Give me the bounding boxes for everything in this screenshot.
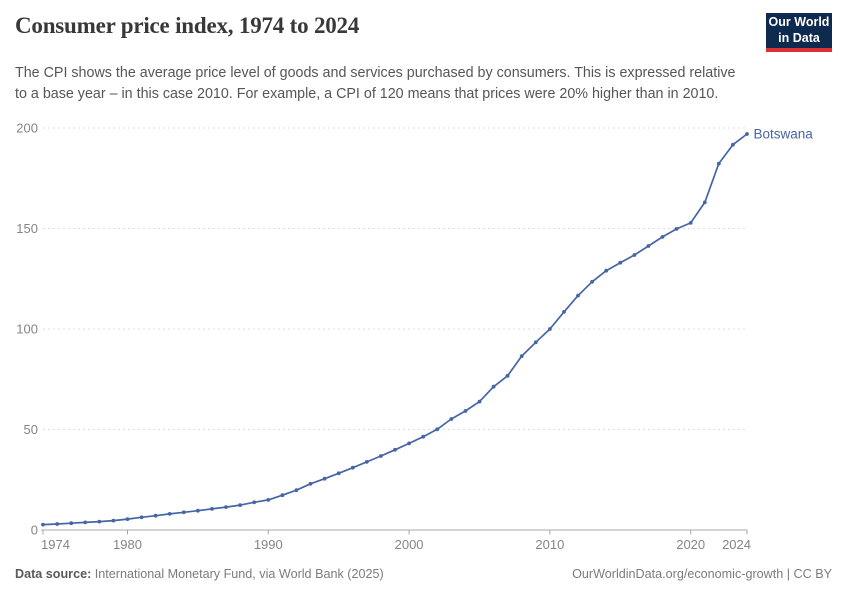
- data-point-1981: [139, 515, 144, 520]
- data-point-1993: [308, 481, 313, 486]
- x-axis-label-1980: 1980: [113, 537, 142, 552]
- data-point-1983: [167, 512, 172, 516]
- owid-logo-red-bar: [766, 48, 832, 52]
- data-point-1984: [181, 510, 186, 515]
- data-point-1976: [69, 521, 74, 526]
- data-point-1995: [336, 471, 341, 476]
- data-point-2007: [505, 373, 510, 378]
- owid-logo[interactable]: Our World in Data: [766, 13, 832, 52]
- data-point-1991: [280, 493, 285, 498]
- data-point-2009: [533, 340, 538, 345]
- data-point-2016: [632, 253, 637, 257]
- data-point-2015: [618, 260, 623, 265]
- data-point-2004: [463, 409, 468, 413]
- data-point-2005: [477, 399, 482, 404]
- data-point-1994: [322, 476, 327, 481]
- data-point-2020: [688, 221, 693, 225]
- data-point-2011: [562, 310, 566, 314]
- owid-logo-line1: Our World: [768, 15, 830, 30]
- credit-link[interactable]: OurWorldinData.org/economic-growth | CC …: [572, 567, 832, 581]
- series-label-botswana[interactable]: Botswana: [754, 127, 814, 142]
- chart-subtitle: The CPI shows the average price level of…: [15, 65, 736, 103]
- owid-logo-box: Our World in Data: [766, 13, 832, 48]
- data-point-1996: [350, 465, 355, 470]
- y-axis-label-100: 100: [16, 322, 38, 337]
- owid-logo-line2: in Data: [778, 30, 820, 45]
- data-point-1974: [41, 522, 45, 527]
- data-point-1977: [83, 520, 88, 525]
- data-point-2003: [449, 417, 454, 421]
- data-point-1980: [125, 517, 130, 521]
- chart-title: Consumer price index, 1974 to 2024: [15, 13, 360, 38]
- data-point-2019: [674, 227, 679, 231]
- y-axis-label-200: 200: [16, 121, 38, 136]
- data-point-1975: [55, 522, 59, 526]
- x-axis-label-2024: 2024: [722, 537, 751, 552]
- data-point-2014: [604, 268, 609, 273]
- chart-footer: Data source: International Monetary Fund…: [15, 567, 832, 581]
- data-point-1985: [196, 508, 200, 513]
- x-axis-label-2010: 2010: [535, 537, 564, 552]
- data-point-1988: [238, 503, 243, 507]
- data-point-2017: [646, 244, 651, 248]
- data-point-2000: [407, 441, 411, 446]
- data-point-1999: [393, 447, 397, 452]
- data-point-2001: [421, 434, 426, 439]
- data-point-2022: [716, 161, 721, 166]
- data-point-1992: [294, 488, 299, 493]
- data-source-value: International Monetary Fund, via World B…: [91, 567, 384, 581]
- data-point-1982: [153, 513, 158, 518]
- data-point-1979: [111, 518, 116, 523]
- data-point-2013: [590, 279, 594, 284]
- data-point-2018: [660, 235, 665, 239]
- x-axis-label-2020: 2020: [676, 537, 705, 552]
- data-point-2021: [702, 200, 707, 205]
- data-point-1990: [266, 498, 271, 502]
- data-point-1986: [210, 507, 214, 511]
- data-source-note: Data source: International Monetary Fund…: [15, 567, 384, 581]
- data-point-1987: [224, 505, 228, 509]
- data-point-1997: [364, 460, 369, 464]
- data-point-2006: [491, 384, 496, 389]
- data-point-2002: [435, 427, 440, 432]
- x-axis-label-2000: 2000: [395, 537, 424, 552]
- y-axis-label-150: 150: [16, 221, 38, 236]
- y-axis-label-50: 50: [24, 422, 38, 437]
- data-point-2023: [731, 142, 735, 147]
- y-axis-label-0: 0: [31, 523, 38, 538]
- data-source-label: Data source:: [15, 567, 92, 581]
- data-point-1998: [379, 454, 383, 458]
- data-point-2010: [548, 327, 552, 331]
- data-point-2024: [745, 132, 749, 136]
- x-axis-label-1974: 1974: [41, 537, 70, 552]
- data-point-1989: [252, 500, 257, 505]
- data-point-2012: [576, 293, 580, 298]
- x-axis-label-1990: 1990: [254, 537, 283, 552]
- data-point-2008: [519, 354, 524, 358]
- data-point-1978: [97, 519, 102, 524]
